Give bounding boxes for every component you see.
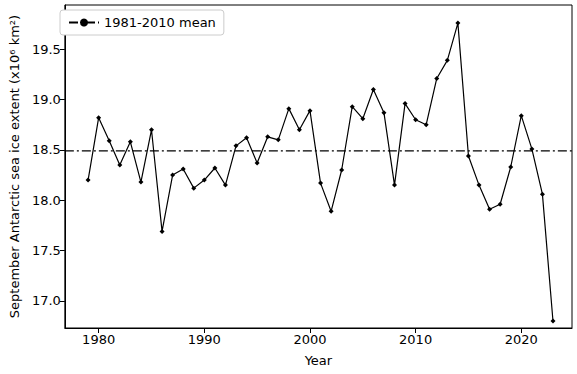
svg-text:19.5: 19.5 bbox=[32, 42, 61, 57]
svg-text:17.0: 17.0 bbox=[32, 293, 61, 308]
svg-text:1980: 1980 bbox=[82, 332, 115, 347]
svg-text:18.0: 18.0 bbox=[32, 193, 61, 208]
svg-text:2000: 2000 bbox=[293, 332, 326, 347]
svg-text:2020: 2020 bbox=[505, 332, 538, 347]
svg-text:Year: Year bbox=[304, 353, 333, 368]
svg-text:19.0: 19.0 bbox=[32, 92, 61, 107]
svg-text:September Antarctic sea ice ex: September Antarctic sea ice extent (x10⁶… bbox=[7, 15, 22, 318]
svg-text:2010: 2010 bbox=[399, 332, 432, 347]
svg-text:17.5: 17.5 bbox=[32, 243, 61, 258]
svg-text:1990: 1990 bbox=[188, 332, 221, 347]
svg-text:18.5: 18.5 bbox=[32, 142, 61, 157]
svg-text:1981-2010 mean: 1981-2010 mean bbox=[104, 15, 216, 30]
